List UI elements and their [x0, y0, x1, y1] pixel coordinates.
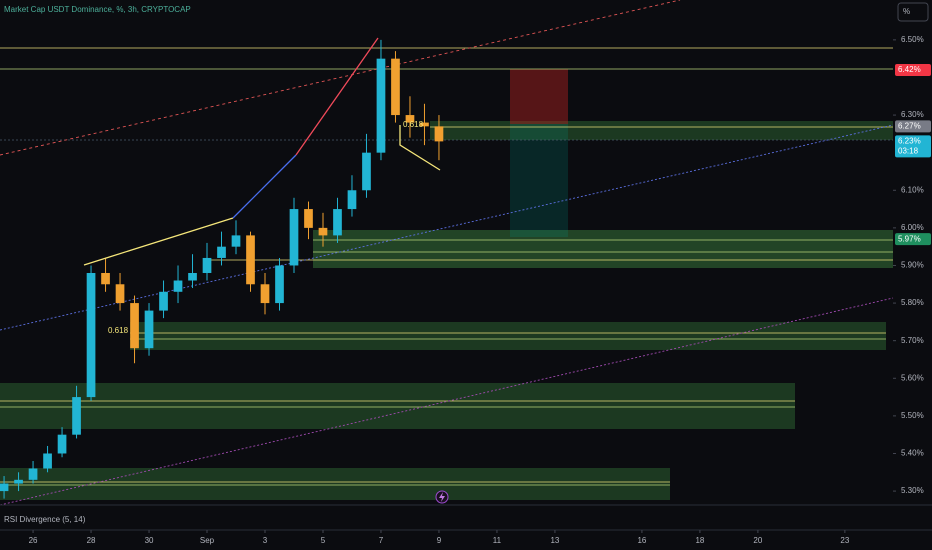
candle-body [86, 272, 96, 398]
price-label-box [895, 233, 931, 246]
candle-body [173, 280, 183, 292]
event-icon-bolt [439, 492, 445, 502]
y-tick-label: 5.60% [901, 373, 924, 382]
candle-body [347, 190, 357, 210]
y-tick-label: 5.90% [901, 261, 924, 270]
candle-body [318, 227, 328, 236]
candle-body [260, 284, 270, 304]
target-box [510, 124, 568, 237]
candle-body [362, 152, 371, 191]
price-label-box [895, 120, 931, 133]
candle-body [57, 434, 67, 454]
candle-body [72, 397, 81, 435]
candle-body [28, 468, 38, 480]
candle-body [159, 291, 168, 311]
zone [0, 383, 795, 429]
x-tick-label: 20 [753, 536, 762, 545]
pattern-line [295, 37, 379, 156]
price-label: 6.23% [898, 136, 921, 145]
chart-title: Market Cap USDT Dominance, %, 3h, CRYPTO… [4, 5, 191, 14]
price-label: 5.97% [898, 234, 921, 243]
x-tick-label: 7 [379, 536, 384, 545]
fib-label: 0.618 [108, 326, 129, 335]
pattern-line [232, 154, 297, 219]
x-tick-label: 23 [840, 536, 849, 545]
x-tick-label: 3 [263, 536, 268, 545]
candle-body [405, 115, 415, 123]
stop-box [510, 69, 568, 124]
x-tick-label: 18 [695, 536, 704, 545]
pattern [83, 37, 441, 266]
y-tick-label: 6.10% [901, 185, 924, 194]
zone [0, 468, 670, 500]
y-tick-label: 5.50% [901, 411, 924, 420]
x-tick-label: 13 [550, 536, 559, 545]
y-tick-label: 5.70% [901, 336, 924, 345]
candle-body [420, 122, 429, 127]
trend-line [0, 0, 681, 156]
pattern-line [399, 125, 441, 171]
candle-body [188, 272, 197, 281]
trend-line [0, 297, 894, 506]
fib-label: 0.618 [403, 120, 424, 129]
price-label: 6.27% [898, 121, 921, 130]
y-tick-label: 6.30% [901, 110, 924, 119]
candle-body [0, 483, 9, 492]
candle-body [202, 257, 212, 273]
zone [313, 230, 893, 268]
candle-body [434, 126, 444, 142]
candle-body [391, 58, 400, 116]
candle-body [304, 209, 313, 228]
countdown: 03:18 [898, 146, 919, 155]
candle-body [130, 303, 139, 349]
indicator-label: RSI Divergence (5, 14) [4, 515, 86, 524]
candle-body [289, 209, 299, 266]
zone [430, 121, 893, 140]
x-tick-label: 30 [145, 536, 154, 545]
candle-body [217, 246, 226, 258]
y-tick-label: 6.50% [901, 35, 924, 44]
candle-body [246, 235, 255, 285]
candle-body [333, 209, 342, 236]
scale-button[interactable] [897, 2, 929, 22]
zone [130, 322, 886, 350]
levels [0, 0, 894, 506]
price-label-box [895, 63, 931, 76]
candle-body [376, 58, 386, 153]
x-tick-label: Sep [200, 536, 215, 545]
candle-body [115, 284, 125, 304]
price-label-box [895, 135, 931, 158]
y-tick-label: 5.40% [901, 449, 924, 458]
x-tick-label: 16 [637, 536, 646, 545]
candle-body [231, 235, 241, 247]
scale-button-label[interactable]: % [903, 7, 910, 16]
y-tick-label: 5.80% [901, 298, 924, 307]
zones [0, 69, 893, 500]
y-tick-label: 6.00% [901, 223, 924, 232]
x-tick-label: 11 [493, 536, 502, 545]
pattern-line [83, 217, 234, 266]
candles [0, 39, 444, 499]
candle-body [144, 310, 154, 349]
candle-body [275, 265, 284, 304]
price-label: 6.42% [898, 65, 921, 74]
x-tick-label: 26 [29, 536, 38, 545]
candle-body [43, 453, 52, 469]
candle-body [101, 272, 110, 285]
x-tick-label: 5 [321, 536, 326, 545]
candle-body [14, 479, 23, 484]
x-tick-label: 9 [437, 536, 442, 545]
trend-line [0, 124, 894, 331]
x-tick-label: 28 [87, 536, 96, 545]
y-tick-label: 5.30% [901, 486, 924, 495]
